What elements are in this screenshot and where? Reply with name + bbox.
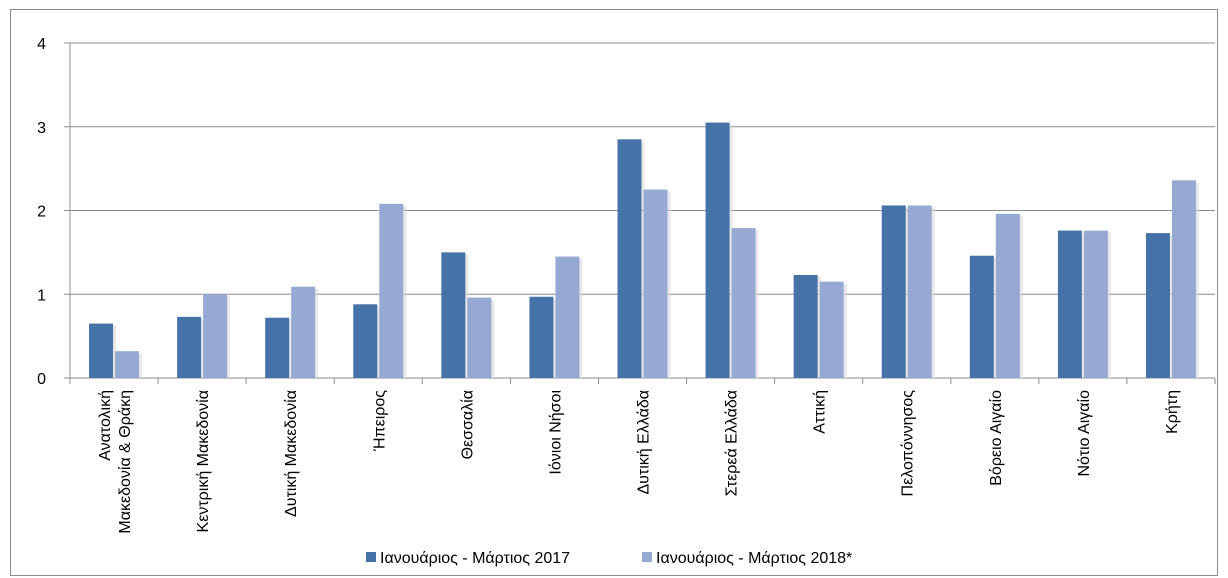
y-tick-label: 3 (37, 120, 46, 137)
bar-2018 (995, 213, 1020, 378)
category-label: Μακεδονία & Θράκη (117, 390, 134, 534)
category-label: Ιόνιοι Νήσοι (547, 390, 564, 475)
bar-2018 (819, 281, 844, 378)
bar-2018 (1171, 180, 1196, 378)
category-label: Αττική (812, 390, 829, 434)
category-label: Βόρειο Αιγαίο (988, 390, 1005, 486)
bar-2018 (203, 294, 228, 378)
category-label: Κρήτη (1164, 390, 1181, 434)
bar-2018 (1083, 230, 1108, 378)
category-label: Ήπειρος (371, 390, 388, 452)
category-label: Δυτική Μακεδονία (283, 390, 300, 517)
bar-2018 (907, 205, 932, 378)
bar-2018 (643, 189, 668, 378)
bar-2017 (705, 122, 730, 378)
bar-2017 (89, 323, 114, 378)
category-label: Ανατολική (97, 390, 114, 461)
category-label: Νότιο Αιγαίο (1076, 390, 1093, 477)
bar-2017 (881, 205, 906, 378)
y-tick-label: 4 (37, 36, 46, 53)
bar-2017 (793, 274, 818, 378)
legend-label: Ιανουάριος - Μάρτιος 2018* (656, 550, 852, 567)
y-tick-label: 1 (37, 287, 46, 304)
category-label: Στερεά Ελλάδα (724, 390, 741, 496)
legend-swatch (642, 552, 652, 562)
bar-2017 (265, 317, 290, 378)
bar-2017 (1145, 233, 1170, 378)
bar-2018 (379, 203, 404, 378)
category-label: Θεσσαλία (459, 390, 476, 459)
legend-label: Ιανουάριος - Μάρτιος 2017 (380, 550, 570, 567)
category-label: Δυτική Ελλάδα (636, 390, 653, 495)
category-label: Κεντρική Μακεδονία (195, 390, 212, 532)
bar-2017 (441, 252, 466, 378)
bar-2018 (731, 228, 756, 378)
bar-2018 (467, 297, 492, 378)
bar-2018 (115, 351, 140, 378)
bar-2017 (1057, 230, 1082, 378)
bar-2017 (617, 139, 642, 378)
bar-2018 (291, 286, 316, 378)
bar-2017 (353, 304, 378, 378)
y-tick-label: 2 (37, 204, 46, 221)
bar-2017 (529, 296, 554, 378)
y-tick-label: 0 (37, 371, 46, 388)
bar-2018 (555, 256, 580, 378)
bar-2017 (969, 255, 994, 378)
legend-swatch (366, 552, 376, 562)
bar-2017 (177, 316, 202, 378)
category-label: Πελοπόννησος (900, 390, 917, 497)
